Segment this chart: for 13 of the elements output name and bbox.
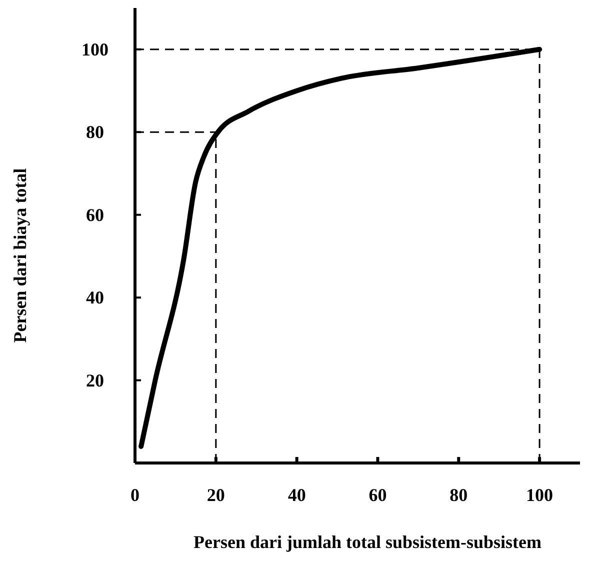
x-tick-label: 60	[368, 485, 387, 505]
y-tick-label: 20	[86, 370, 104, 390]
x-axis-title: Persen dari jumlah total subsistem-subsistem	[193, 532, 542, 552]
y-tick-label: 60	[86, 204, 104, 225]
x-tick-label: 40	[288, 485, 306, 505]
y-axis-title: Persen dari biaya total	[10, 168, 30, 343]
x-tick-label: 80	[450, 485, 468, 505]
y-tick-label: 80	[86, 122, 104, 142]
y-tick-label: 40	[86, 288, 104, 308]
x-tick-label: 20	[206, 485, 225, 505]
y-tick-label: 100	[82, 39, 108, 60]
x-tick-label: 0	[130, 485, 140, 505]
x-tick-label: 100	[526, 485, 554, 505]
